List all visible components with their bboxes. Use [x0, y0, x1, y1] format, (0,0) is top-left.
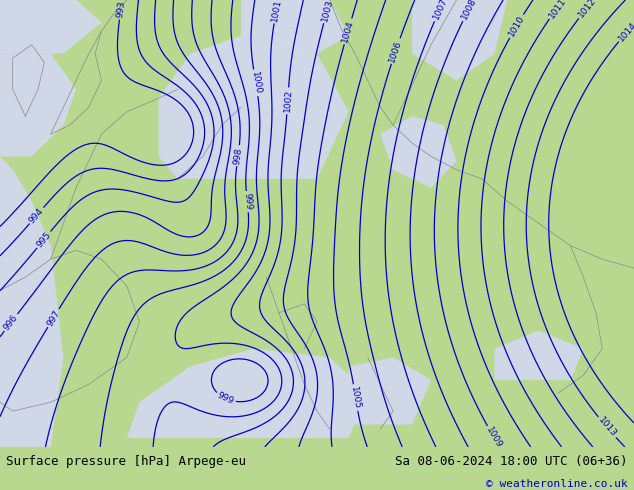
Text: 1008: 1008	[460, 0, 478, 21]
Text: 1012: 1012	[576, 0, 598, 20]
Text: 999: 999	[242, 193, 252, 211]
Text: 997: 997	[45, 308, 61, 328]
Text: 996: 996	[2, 313, 20, 332]
Polygon shape	[241, 0, 349, 53]
Polygon shape	[127, 348, 368, 438]
Text: Surface pressure [hPa] Arpege-eu: Surface pressure [hPa] Arpege-eu	[6, 456, 247, 468]
Text: 1007: 1007	[431, 0, 449, 21]
Polygon shape	[349, 358, 431, 424]
Text: Sa 08-06-2024 18:00 UTC (06+36): Sa 08-06-2024 18:00 UTC (06+36)	[395, 456, 628, 468]
Text: 999: 999	[216, 391, 235, 406]
Text: 993: 993	[115, 0, 126, 18]
Polygon shape	[0, 156, 63, 447]
Text: 1004: 1004	[340, 19, 356, 44]
Text: 1005: 1005	[349, 386, 362, 410]
Polygon shape	[495, 331, 583, 380]
Polygon shape	[412, 0, 507, 80]
Text: 1001: 1001	[270, 0, 283, 22]
Text: 1013: 1013	[596, 416, 618, 439]
Polygon shape	[158, 36, 349, 179]
Polygon shape	[0, 53, 76, 156]
Polygon shape	[0, 0, 101, 53]
Text: 1003: 1003	[320, 0, 334, 23]
Text: 1009: 1009	[484, 425, 504, 450]
Text: 1011: 1011	[547, 0, 567, 20]
Text: 1014: 1014	[617, 20, 634, 43]
Text: 1006: 1006	[388, 39, 404, 63]
Text: 998: 998	[233, 147, 243, 165]
Text: 994: 994	[27, 206, 46, 225]
Text: 1000: 1000	[250, 71, 262, 95]
Text: 1010: 1010	[507, 14, 526, 38]
Polygon shape	[380, 116, 456, 188]
Text: © weatheronline.co.uk: © weatheronline.co.uk	[486, 479, 628, 489]
Text: 1002: 1002	[283, 89, 293, 113]
Text: 995: 995	[35, 230, 53, 249]
